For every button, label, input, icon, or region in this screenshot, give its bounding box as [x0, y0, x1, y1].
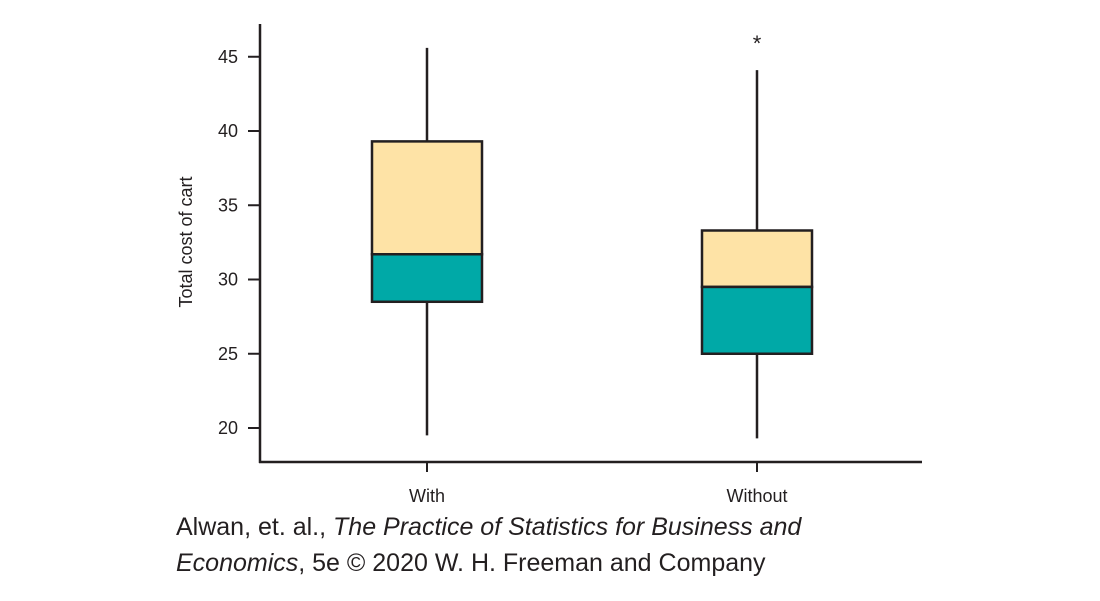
x-category-label: Without: [726, 486, 787, 505]
box-with: [370, 47, 484, 436]
axes: [258, 24, 922, 464]
caption-line-2: Economics, 5e © 2020 W. H. Freeman and C…: [176, 545, 801, 581]
x-category-label: With: [409, 486, 445, 505]
caption-title-line2: Economics: [176, 549, 299, 577]
y-axis-ticks: 20 25 30 35 40 45: [218, 47, 260, 438]
upper-box-q3-to-median: [370, 140, 484, 256]
box-without: *: [700, 31, 814, 439]
caption-title-line1: The Practice of Statistics for Business …: [333, 513, 802, 541]
caption-authors: Alwan, et. al.,: [176, 513, 334, 541]
y-tick-label: 35: [218, 195, 238, 215]
y-tick-label: 40: [218, 121, 238, 141]
caption-line-1: Alwan, et. al., The Practice of Statisti…: [176, 509, 801, 545]
x-axis-labels: With Without: [409, 462, 788, 505]
y-axis-label: Total cost of cart: [176, 176, 196, 307]
y-tick-label: 25: [218, 344, 238, 364]
lower-box-median-to-q1: [700, 285, 814, 355]
boxes: *: [370, 31, 814, 439]
y-tick-label: 20: [218, 418, 238, 438]
source-caption: Alwan, et. al., The Practice of Statisti…: [176, 509, 801, 581]
y-tick-label: 45: [218, 47, 238, 67]
y-tick-label: 30: [218, 270, 238, 290]
caption-rest: , 5e © 2020 W. H. Freeman and Company: [298, 549, 766, 577]
outlier-marker: *: [753, 31, 762, 56]
box-plot-chart: 20 25 30 35 40 45 * With Without Total cost of…: [176, 24, 922, 505]
upper-box-q3-to-median: [700, 229, 814, 289]
lower-box-median-to-q1: [370, 253, 484, 304]
